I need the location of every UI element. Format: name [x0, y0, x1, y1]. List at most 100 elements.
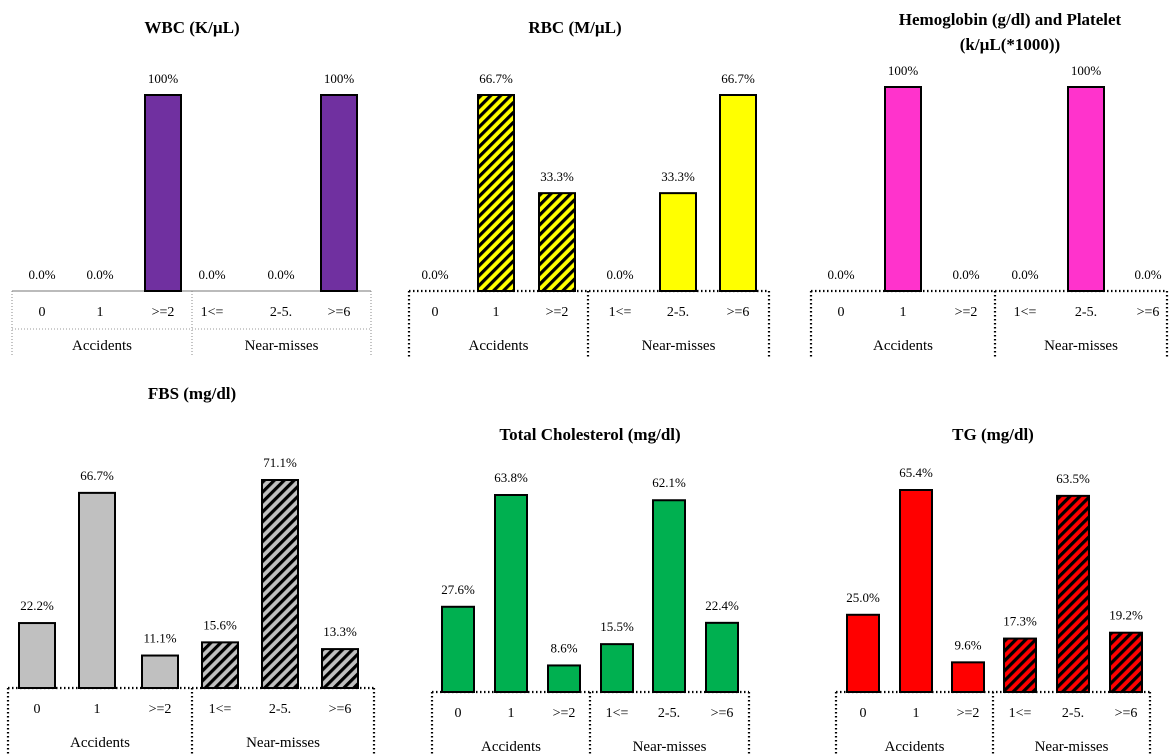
data-label: 100% [148, 71, 179, 86]
bar-4-3 [142, 655, 178, 688]
chart-title: TG (mg/dl) [952, 425, 1034, 444]
bar-6-1 [847, 614, 879, 692]
tick-label: 2-5. [270, 305, 292, 320]
bar-outline-4-2 [78, 491, 116, 689]
chart-title: FBS (mg/dl) [148, 384, 236, 403]
tick-label: 1 [508, 706, 515, 721]
bar-outline-4-5 [261, 479, 299, 689]
tick-label: >=2 [955, 305, 978, 320]
bar-5-5 [653, 500, 685, 692]
bar-outline-5-1 [441, 605, 475, 693]
tick-label: >=2 [546, 305, 569, 320]
tick-label: 1<= [1014, 305, 1037, 320]
tick-label: >=6 [329, 702, 352, 717]
tick-label: 2-5. [1062, 706, 1084, 721]
data-label: 0.0% [1134, 267, 1161, 282]
tick-label: 0 [39, 305, 46, 320]
tick-label: 1 [900, 305, 907, 320]
data-label: 15.5% [600, 619, 634, 634]
bar-4-2 [79, 492, 115, 688]
data-label: 0.0% [421, 267, 448, 282]
chart-panel-4: FBS (mg/dl) 22.2% 0 66.7% 1 11.1% >=2 15.6% 1<= 7… [6, 384, 376, 755]
data-label: 15.6% [203, 617, 237, 632]
tick-label: >=2 [957, 706, 980, 721]
tick-label: 1 [913, 706, 920, 721]
bar-hatch-6-4 [1004, 638, 1036, 692]
bar-outline-1-3 [144, 94, 182, 292]
chart-title: WBC (K/µL) [144, 18, 239, 37]
bar-hatch-2-3 [539, 193, 575, 291]
bar-3-2 [885, 87, 921, 291]
data-label: 0.0% [28, 267, 55, 282]
group-label-near-misses: Near-misses [1044, 338, 1118, 354]
bar-hatch-6-5 [1057, 495, 1089, 692]
bar-outline-2-2 [477, 94, 515, 292]
bar-outline-6-6 [1109, 631, 1143, 694]
bar-outline-6-4 [1003, 637, 1037, 693]
data-label: 0.0% [198, 267, 225, 282]
bar-hatch-6-6 [1110, 632, 1142, 692]
data-label: 0.0% [952, 267, 979, 282]
data-label: 27.6% [441, 582, 475, 597]
data-label: 100% [1071, 63, 1102, 78]
bar-4-1 [19, 623, 55, 688]
group-label-near-misses: Near-misses [633, 739, 707, 755]
data-label: 66.7% [80, 468, 114, 483]
chart-title: RBC (M/µL) [528, 18, 621, 37]
chart-panel-6: TG (mg/dl) 25.0% 0 65.4% 1 9.6% >=2 17.3% 1<= 63.… [834, 425, 1152, 755]
group-label-accidents: Accidents [481, 739, 541, 755]
bar-2-6 [720, 95, 756, 291]
data-label: 25.0% [846, 590, 880, 605]
bar-outline-6-3 [951, 661, 985, 694]
data-label: 0.0% [827, 267, 854, 282]
bar-hatch-4-4 [202, 642, 238, 688]
data-label: 0.0% [606, 267, 633, 282]
bar-hatch-2-2 [478, 95, 514, 291]
data-label: 63.5% [1056, 471, 1090, 486]
bar-outline-5-2 [494, 494, 528, 693]
chart-panel-5: Total Cholesterol (mg/dl) 27.6% 0 63.8% 1 8.6… [430, 425, 751, 755]
bar-2-5 [660, 193, 696, 291]
bar-5-1 [442, 606, 474, 692]
tick-label: 0 [860, 706, 867, 721]
bar-hatch-4-6 [322, 649, 358, 688]
tick-label: 1<= [609, 305, 632, 320]
bar-outline-6-2 [899, 489, 933, 693]
tick-label: >=6 [727, 305, 750, 320]
group-label-accidents: Accidents [72, 338, 132, 354]
tick-label: >=2 [553, 706, 576, 721]
tick-label: >=2 [152, 305, 175, 320]
bar-6-3 [952, 662, 984, 692]
bar-5-6 [706, 622, 738, 692]
bar-outline-2-3 [538, 192, 576, 292]
data-label: 8.6% [550, 640, 577, 655]
tick-label: 1 [493, 305, 500, 320]
bar-6-2 [900, 490, 932, 692]
tick-label: >=6 [1115, 706, 1138, 721]
bar-outline-5-4 [600, 643, 634, 694]
tick-label: >=6 [328, 305, 351, 320]
data-label: 63.8% [494, 470, 528, 485]
group-label-near-misses: Near-misses [1035, 739, 1109, 755]
bar-outline-5-6 [705, 621, 739, 694]
chart-title: Hemoglobin (g/dl) and Platelet [899, 10, 1122, 29]
data-label: 71.1% [263, 455, 297, 470]
data-label: 62.1% [652, 475, 686, 490]
bar-outline-4-1 [18, 622, 56, 690]
bar-5-4 [601, 644, 633, 692]
group-label-accidents: Accidents [469, 338, 529, 354]
group-label-accidents: Accidents [70, 735, 130, 751]
tick-label: 1<= [606, 706, 629, 721]
bar-hatch-4-5 [262, 480, 298, 688]
group-label-near-misses: Near-misses [246, 735, 320, 751]
chart-panel-1: WBC (K/µL) 0.0% 0 0.0% 1 100% >=2 0.0% 1<= 0.0% 2-… [11, 18, 372, 357]
tick-label: 2-5. [1075, 305, 1097, 320]
tick-label: 2-5. [269, 702, 291, 717]
bar-outline-4-3 [141, 654, 179, 689]
data-label: 33.3% [540, 169, 574, 184]
data-label: 19.2% [1109, 608, 1143, 623]
bar-outline-6-5 [1056, 494, 1090, 693]
data-label: 0.0% [86, 267, 113, 282]
bar-outline-1-6 [320, 94, 358, 292]
